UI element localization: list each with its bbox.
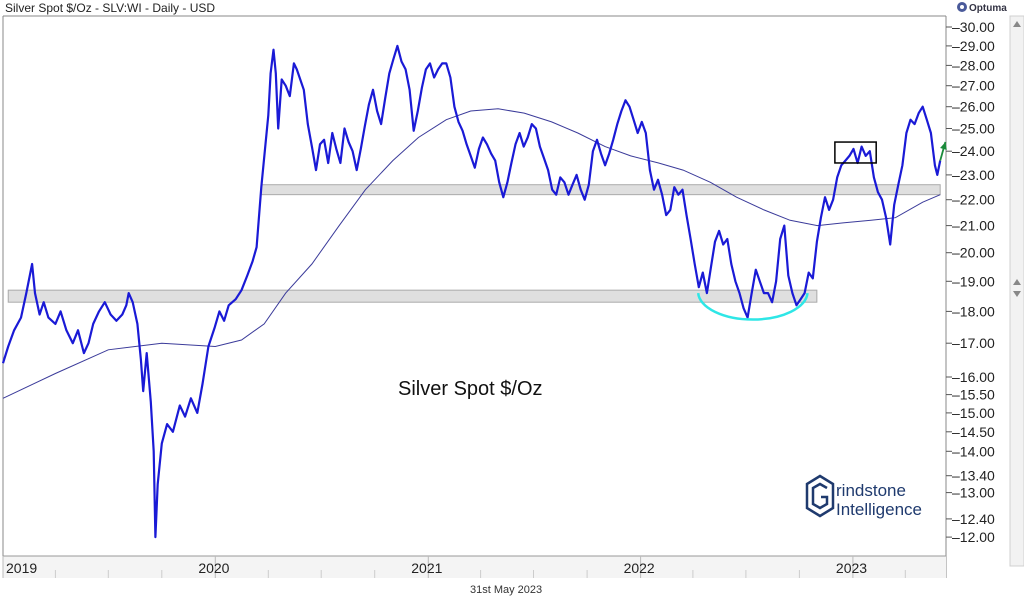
watermark-line1: rindstone xyxy=(836,481,906,500)
x-axis: 2019 2020 2021 2022 2023 xyxy=(2,556,906,578)
watermark-line2: Intelligence xyxy=(836,500,922,519)
y-tick-label: –16.00 xyxy=(952,369,995,385)
y-tick-label: –22.00 xyxy=(952,192,995,208)
price-line xyxy=(1,44,942,539)
y-tick-label: –18.00 xyxy=(952,303,995,319)
support-resistance-zones xyxy=(7,184,941,303)
y-tick-label: –23.00 xyxy=(952,167,995,183)
y-tick-label: –12.00 xyxy=(952,529,995,545)
y-tick-label: –14.50 xyxy=(952,424,995,440)
x-tick-label: 2022 xyxy=(624,560,655,576)
scroll-up-icon[interactable] xyxy=(1013,279,1021,285)
horizontal-zone xyxy=(7,289,818,303)
y-tick-label: –14.00 xyxy=(952,443,995,459)
scroll-down-icon[interactable] xyxy=(1013,291,1021,297)
breakout-arrow-icon xyxy=(940,142,947,150)
grindstone-watermark: rindstone Intelligence xyxy=(805,474,922,519)
y-tick-label: –12.40 xyxy=(952,511,995,527)
brand-name: Optuma xyxy=(969,3,1007,14)
y-tick-label: –29.00 xyxy=(952,38,995,54)
vertical-scrollbar[interactable] xyxy=(1009,15,1024,567)
brand: Optuma xyxy=(957,2,1007,14)
price-layer xyxy=(1,44,942,539)
y-tick-label: –19.00 xyxy=(952,273,995,289)
y-tick-label: –13.40 xyxy=(952,468,995,484)
y-tick-label: –13.00 xyxy=(952,485,995,501)
y-tick-label: –20.00 xyxy=(952,245,995,261)
x-tick-label: 2023 xyxy=(836,560,867,576)
y-tick-label: –24.00 xyxy=(952,143,995,159)
rounding-bottom-arc xyxy=(696,292,809,321)
moving-average-line xyxy=(2,108,941,399)
optuma-logo-icon xyxy=(957,2,967,12)
y-tick-label: –30.00 xyxy=(952,19,995,35)
grindstone-g-icon xyxy=(805,474,835,518)
x-tick-label: 2019 xyxy=(6,560,37,576)
y-tick-label: –17.00 xyxy=(952,335,995,351)
chart-annotation: Silver Spot $/Oz xyxy=(398,378,543,400)
y-axis: –30.00 –29.00 –28.00 –27.00 –26.00 –25.00 –24.… xyxy=(946,19,995,545)
y-tick-label: –26.00 xyxy=(952,99,995,115)
y-tick-label: –15.00 xyxy=(952,405,995,421)
annotation-layer xyxy=(696,141,947,321)
y-tick-label: –27.00 xyxy=(952,78,995,94)
date-label: 31st May 2023 xyxy=(470,584,542,596)
y-tick-label: –15.50 xyxy=(952,387,995,403)
y-tick-label: –25.00 xyxy=(952,121,995,137)
y-tick-label: –28.00 xyxy=(952,57,995,73)
x-axis-band xyxy=(3,556,946,578)
chart-title: Silver Spot $/Oz - SLV:WI - Daily - USD xyxy=(5,1,215,15)
y-tick-label: –21.00 xyxy=(952,218,995,234)
scroll-up-icon[interactable] xyxy=(1013,21,1021,27)
moving-average-layer xyxy=(2,108,941,399)
x-tick-label: 2021 xyxy=(411,560,442,576)
consolidation-box xyxy=(834,141,877,164)
x-tick-label: 2020 xyxy=(198,560,229,576)
